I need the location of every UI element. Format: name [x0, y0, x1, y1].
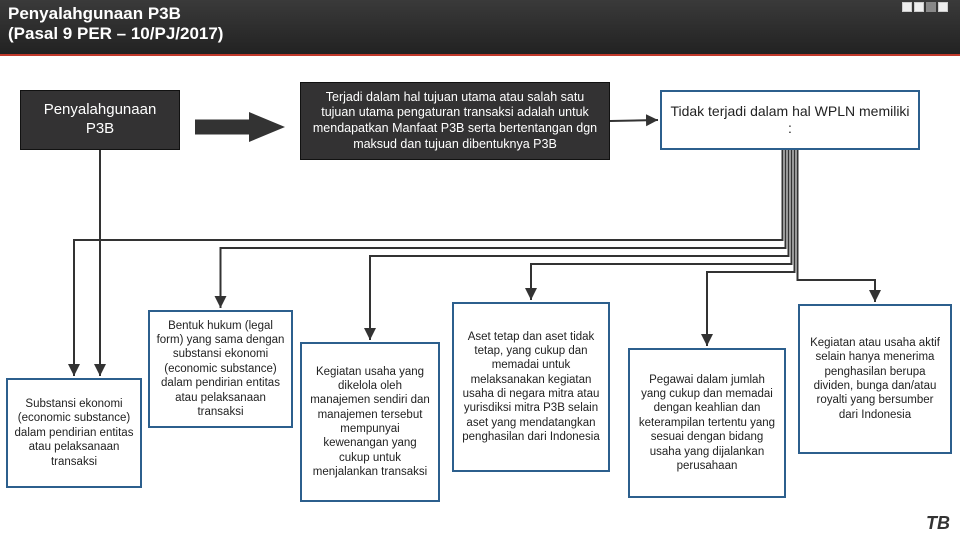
- bottom-box-b1: Substansi ekonomi (economic substance) d…: [6, 378, 142, 488]
- top-right-box: Tidak terjadi dalam hal WPLN memiliki :: [660, 90, 920, 150]
- top-mid-box: Terjadi dalam hal tujuan utama atau sala…: [300, 82, 610, 160]
- logo: TB: [926, 513, 950, 534]
- slide-header: Penyalahgunaan P3B (Pasal 9 PER – 10/PJ/…: [0, 0, 960, 56]
- header-marks: [900, 0, 960, 14]
- bottom-box-b2: Bentuk hukum (legal form) yang sama deng…: [148, 310, 293, 428]
- bottom-box-b5: Pegawai dalam jumlah yang cukup dan mema…: [628, 348, 786, 498]
- top-left-box: PenyalahgunaanP3B: [20, 90, 180, 150]
- bottom-box-b6: Kegiatan atau usaha aktif selain hanya m…: [798, 304, 952, 454]
- bottom-box-b3: Kegiatan usaha yang dikelola oleh manaje…: [300, 342, 440, 502]
- header-line2: (Pasal 9 PER – 10/PJ/2017): [8, 24, 952, 44]
- header-line1: Penyalahgunaan P3B: [8, 4, 952, 24]
- big-arrow-icon: [195, 112, 285, 142]
- bottom-box-b4: Aset tetap dan aset tidak tetap, yang cu…: [452, 302, 610, 472]
